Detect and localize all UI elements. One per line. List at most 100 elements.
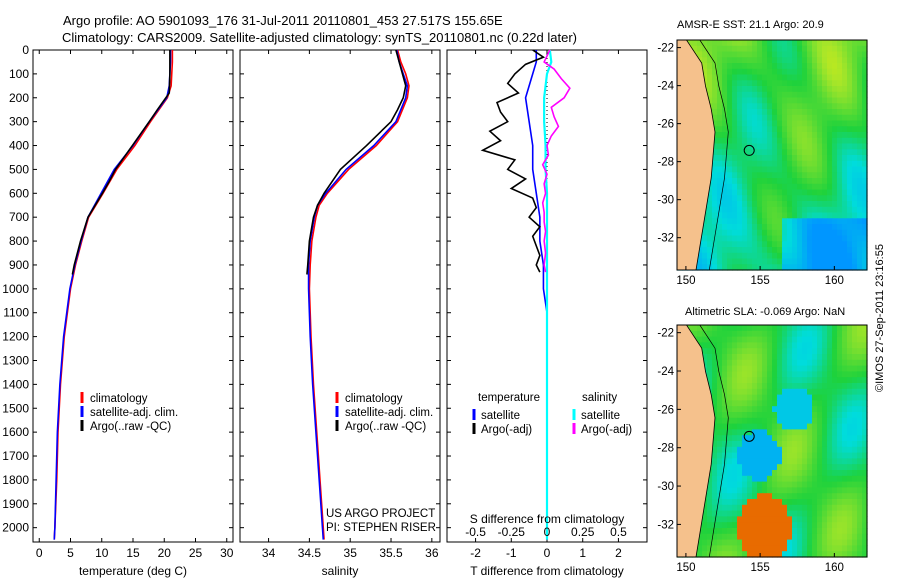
map-cell — [717, 336, 723, 343]
map-cell — [802, 539, 808, 546]
map-cell — [832, 40, 838, 47]
map-cell — [852, 551, 858, 558]
map-cell — [717, 155, 723, 162]
map-cell — [797, 504, 803, 512]
map-cell — [792, 201, 798, 208]
map-cell — [782, 68, 788, 76]
map-cell — [752, 441, 758, 448]
map-cell — [832, 45, 838, 53]
map-cell — [737, 330, 743, 338]
map-cell — [792, 189, 798, 196]
map-cell — [767, 359, 773, 367]
map-cell — [792, 383, 798, 390]
map-cell — [762, 481, 768, 488]
map-cell — [752, 423, 758, 430]
map-cell — [862, 464, 868, 471]
map-cell — [737, 493, 743, 500]
map-cell — [732, 388, 738, 396]
map-cell — [817, 510, 823, 517]
map-cell — [842, 224, 848, 231]
map-cell — [697, 336, 703, 343]
map-cell — [817, 504, 823, 512]
map-cell — [822, 429, 828, 436]
map-cell — [837, 224, 843, 231]
map-cell — [757, 441, 763, 448]
map-cell — [717, 528, 723, 535]
map-cell — [812, 212, 818, 219]
map-cell — [842, 400, 848, 407]
map-cell — [767, 510, 773, 517]
map-cell — [827, 487, 833, 494]
map-cell — [722, 342, 728, 349]
map-cell — [802, 166, 808, 173]
map-cell — [742, 359, 748, 367]
map-cell — [762, 522, 768, 529]
map-cell — [777, 264, 783, 271]
map-cell — [732, 137, 738, 145]
map-cell — [727, 241, 733, 248]
map-cell — [752, 383, 758, 390]
map-cell — [762, 137, 768, 145]
map-cell — [717, 516, 723, 523]
map-cell — [797, 516, 803, 523]
map-cell — [857, 365, 863, 372]
map-cell — [822, 510, 828, 517]
map-cell — [827, 91, 833, 99]
map-cell — [847, 91, 853, 99]
map-cell — [767, 330, 773, 338]
map-cell — [757, 132, 763, 139]
map-cell — [742, 406, 748, 413]
map-cell — [747, 51, 753, 58]
map-cell — [732, 359, 738, 367]
map-cell — [847, 487, 853, 494]
map-cell — [717, 417, 723, 425]
map-cell — [772, 57, 778, 64]
map-cell — [757, 126, 763, 133]
map-cell — [747, 365, 753, 372]
map-cell — [742, 155, 748, 162]
map-cell — [702, 45, 708, 53]
map-cell — [717, 522, 723, 529]
map-cell — [767, 132, 773, 139]
map-cell — [742, 470, 748, 477]
map-cell — [707, 241, 713, 248]
map-cell — [712, 178, 718, 185]
map-cell — [802, 97, 808, 104]
map-cell — [822, 132, 828, 139]
map-cell — [807, 551, 813, 558]
map-cell — [842, 533, 848, 541]
map-cell — [697, 533, 703, 541]
map-cell — [767, 229, 773, 237]
map-cell — [852, 406, 858, 413]
map-cell — [772, 155, 778, 162]
map-cell — [712, 229, 718, 237]
map-cell — [742, 400, 748, 407]
series-climatology-line — [308, 49, 410, 540]
map-cell — [807, 359, 813, 367]
salinity-diff-tick-label: 0.5 — [610, 525, 627, 539]
map-cell — [757, 172, 763, 179]
map-cell — [842, 57, 848, 64]
map-cell — [717, 109, 723, 116]
map-cell — [852, 446, 858, 454]
map-cell — [827, 45, 833, 53]
map-cell — [792, 458, 798, 465]
map-cell — [857, 516, 863, 523]
map-cell — [717, 143, 723, 150]
map-cell — [757, 120, 763, 127]
map-cell — [742, 201, 748, 208]
map-cell — [792, 91, 798, 99]
map-cell — [812, 388, 818, 396]
map-cell — [792, 155, 798, 162]
map-cell — [722, 155, 728, 162]
map-cell — [717, 510, 723, 517]
map-cell — [832, 155, 838, 162]
map-cell — [822, 354, 828, 361]
map-cell — [822, 86, 828, 93]
map-cell — [762, 166, 768, 173]
map-cell — [807, 132, 813, 139]
map-cell — [837, 206, 843, 214]
map-cell — [852, 91, 858, 99]
map-cell — [797, 109, 803, 116]
map-cell — [777, 394, 783, 401]
